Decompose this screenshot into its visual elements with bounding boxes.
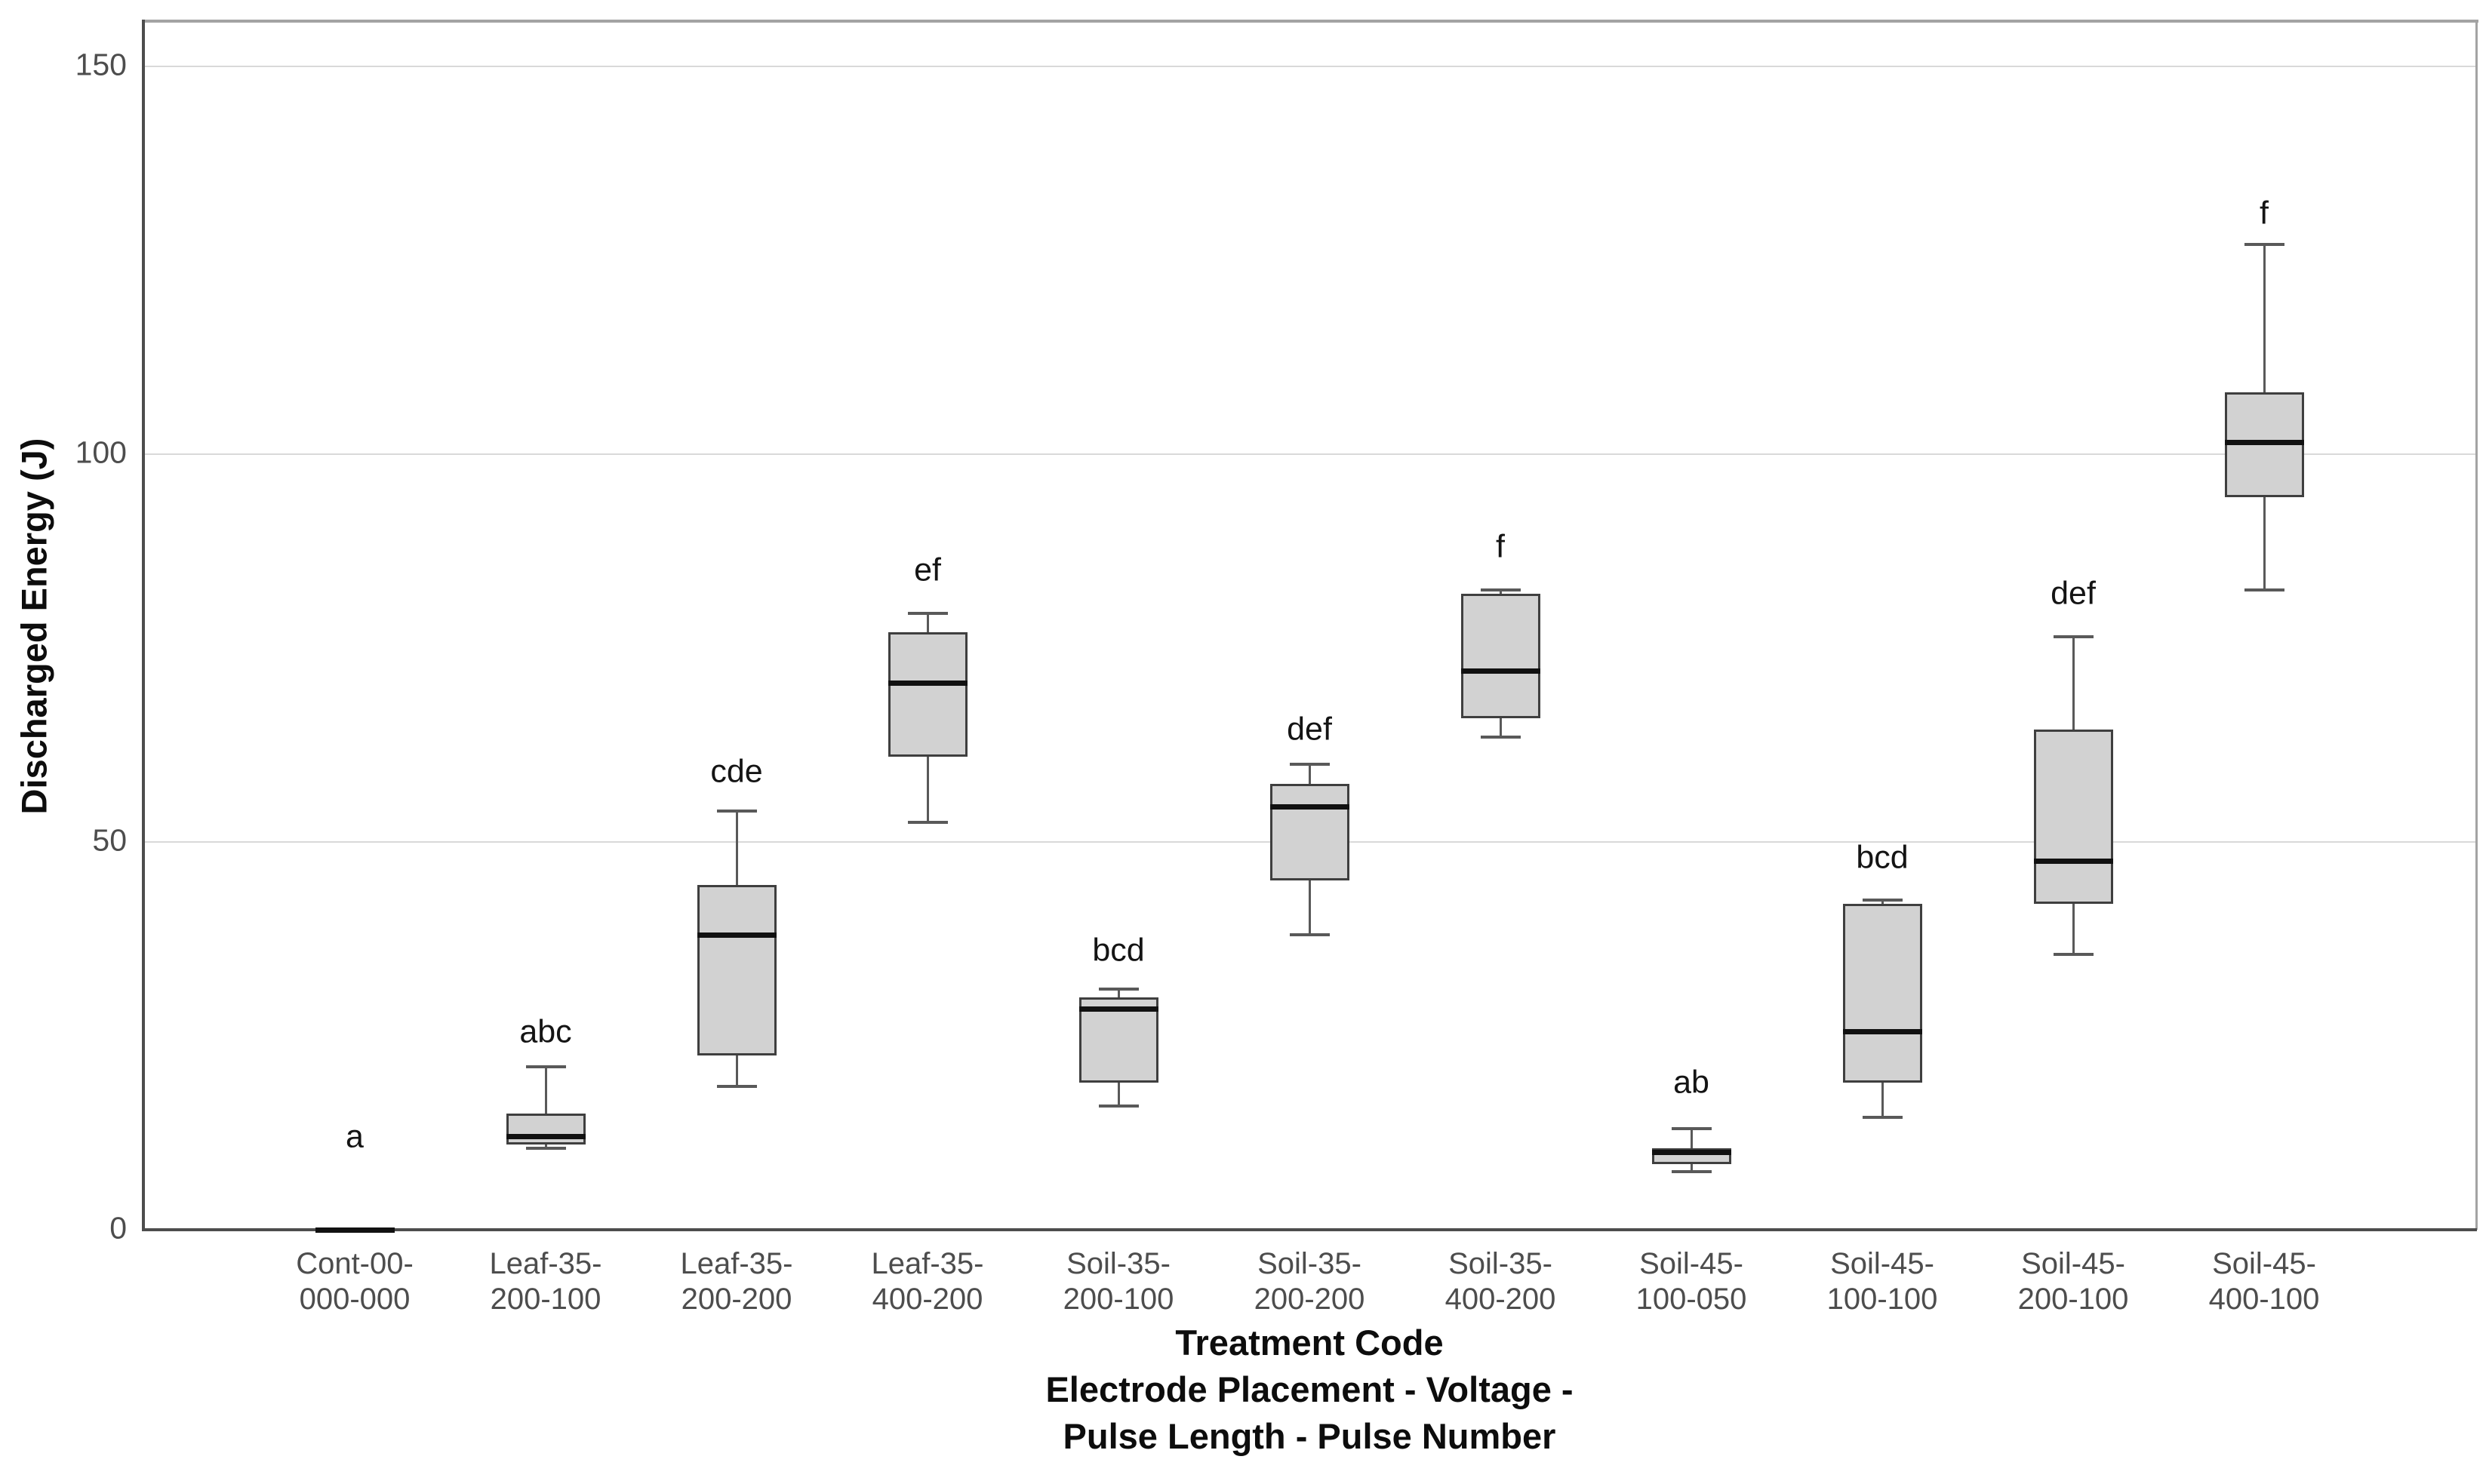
lower-whisker-cap-Soil-35-200-100 [1098,1104,1139,1108]
significance-letter-Soil-35-400-200: f [1496,528,1505,565]
significance-letter-Soil-45-200-100: def [2051,575,2096,612]
x-tick-label-line: 200-100 [2017,1283,2129,1316]
box-Leaf-35-200-200 [697,884,777,1055]
upper-whisker-cap-Soil-45-100-050 [1671,1127,1712,1131]
upper-whisker-cap-Soil-45-200-100 [2053,634,2094,638]
x-tick-label-line: Leaf-35- [871,1247,984,1280]
upper-whisker-cap-Soil-35-200-200 [1289,763,1330,767]
y-tick-label-100: 100 [75,435,127,470]
x-tick-label-line: Soil-45- [1830,1247,1934,1280]
lower-whisker-cap-Soil-45-100-100 [1862,1115,1903,1119]
x-axis-title: Treatment Code Electrode Placement - Volt… [1045,1320,1573,1460]
x-tick-label-line: 100-050 [1635,1283,1747,1316]
significance-letter-Leaf-35-400-200: ef [914,552,941,588]
median-line-Soil-45-400-100 [2224,440,2304,446]
box-Leaf-35-200-100 [506,1113,586,1144]
y-axis-title: Discharged Energy (J) [14,438,54,815]
y-tick-label-50: 50 [92,822,127,858]
median-line-Soil-35-200-100 [1078,1006,1158,1012]
upper-whisker-cap-Leaf-35-400-200 [907,611,948,615]
x-tick-label-line: Leaf-35- [489,1247,602,1280]
whisker-line-Leaf-35-200-100 [544,1067,547,1149]
x-tick-label-Leaf-35-400-200: Leaf-35- 400-200 [829,1246,1026,1317]
upper-whisker-cap-Leaf-35-200-200 [716,809,757,813]
upper-whisker-cap-Soil-35-400-200 [1480,588,1521,591]
x-axis-title-line: Treatment Code [1175,1323,1444,1363]
x-axis-title-line: Electrode Placement - Voltage - [1045,1369,1574,1409]
median-line-Soil-35-400-200 [1460,668,1540,674]
plot-frame-top [143,20,2478,23]
lower-whisker-cap-Soil-45-100-050 [1671,1169,1712,1173]
significance-letter-Soil-35-200-100: bcd [1092,932,1145,969]
box-Soil-35-200-200 [1269,783,1349,881]
x-tick-label-Soil-35-400-200: Soil-35- 400-200 [1402,1246,1598,1317]
x-tick-label-line: Soil-35- [1066,1247,1171,1280]
x-tick-label-line: Soil-45- [2021,1247,2125,1280]
x-tick-label-line: 400-100 [2208,1283,2320,1316]
median-line-Soil-35-200-200 [1269,804,1349,810]
x-tick-label-Cont-00-000-000: Cont-00- 000-000 [257,1246,453,1317]
median-line-Soil-45-100-050 [1651,1149,1731,1155]
lower-whisker-cap-Soil-35-200-200 [1289,933,1330,937]
x-tick-label-line: 200-100 [1063,1283,1174,1316]
gridline-150 [143,66,2475,67]
x-tick-label-Soil-45-400-100: Soil-45- 400-100 [2166,1246,2362,1317]
gridline-100 [143,453,2475,455]
x-tick-label-Soil-35-200-200: Soil-35- 200-200 [1211,1246,1408,1317]
box-Leaf-35-400-200 [888,632,968,757]
significance-letter-Leaf-35-200-100: abc [519,1013,572,1050]
upper-whisker-cap-Soil-45-400-100 [2244,243,2284,247]
x-tick-label-line: 200-200 [1254,1283,1365,1316]
significance-letter-Soil-45-400-100: f [2260,195,2269,232]
x-tick-label-Soil-35-200-100: Soil-35- 200-100 [1020,1246,1217,1317]
lower-whisker-cap-Leaf-35-400-200 [907,821,948,825]
x-tick-label-Leaf-35-200-100: Leaf-35- 200-100 [448,1246,644,1317]
x-tick-label-line: Cont-00- [296,1247,414,1280]
significance-letter-Soil-35-200-200: def [1287,711,1332,748]
lower-whisker-cap-Soil-35-400-200 [1480,736,1521,739]
x-axis-title-line: Pulse Length - Pulse Number [1063,1416,1556,1456]
lower-whisker-cap-Leaf-35-200-100 [525,1147,566,1151]
lower-whisker-cap-Leaf-35-200-200 [716,1084,757,1088]
box-Soil-45-100-100 [1842,904,1922,1083]
x-tick-label-line: 200-100 [490,1283,601,1316]
significance-letter-Cont-00-000-000: a [346,1118,364,1155]
significance-letter-Leaf-35-200-200: cde [710,753,763,790]
x-tick-label-Soil-45-100-100: Soil-45- 100-100 [1784,1246,1980,1317]
median-line-Leaf-35-200-200 [697,932,777,938]
significance-letter-Soil-45-100-050: ab [1673,1064,1709,1101]
upper-whisker-cap-Soil-35-200-100 [1098,988,1139,991]
x-tick-label-Leaf-35-200-200: Leaf-35- 200-200 [638,1246,835,1317]
median-line-Soil-45-200-100 [2033,859,2113,865]
upper-whisker-cap-Soil-45-100-100 [1862,899,1903,902]
lower-whisker-cap-Soil-45-400-100 [2244,588,2284,591]
x-tick-label-line: 200-200 [681,1283,792,1316]
x-tick-label-line: Soil-45- [2212,1247,2316,1280]
y-tick-label-150: 150 [75,47,127,82]
x-tick-label-line: Soil-35- [1448,1247,1552,1280]
x-tick-label-line: 000-000 [299,1283,411,1316]
median-line-Cont-00-000-000 [315,1227,395,1233]
plot-frame-right [2475,21,2478,1230]
median-line-Leaf-35-200-100 [506,1134,586,1140]
median-line-Soil-45-100-100 [1842,1029,1922,1035]
x-tick-label-line: Leaf-35- [680,1247,793,1280]
x-tick-label-line: 400-200 [872,1283,983,1316]
median-line-Leaf-35-400-200 [888,680,968,686]
y-axis-line [142,20,145,1231]
box-Soil-45-200-100 [2033,729,2113,905]
upper-whisker-cap-Leaf-35-200-100 [525,1065,566,1069]
x-tick-label-Soil-45-200-100: Soil-45- 200-100 [1975,1246,2171,1317]
x-tick-label-line: 100-100 [1826,1283,1938,1316]
box-Soil-35-400-200 [1460,594,1540,718]
y-tick-label-0: 0 [109,1210,127,1246]
x-tick-label-line: 400-200 [1444,1283,1556,1316]
x-tick-label-line: Soil-45- [1639,1247,1743,1280]
significance-letter-Soil-45-100-100: bcd [1856,839,1909,876]
x-tick-label-Soil-45-100-050: Soil-45- 100-050 [1593,1246,1789,1317]
x-tick-label-line: Soil-35- [1257,1247,1361,1280]
lower-whisker-cap-Soil-45-200-100 [2053,953,2094,957]
x-axis-line [142,1228,2477,1231]
